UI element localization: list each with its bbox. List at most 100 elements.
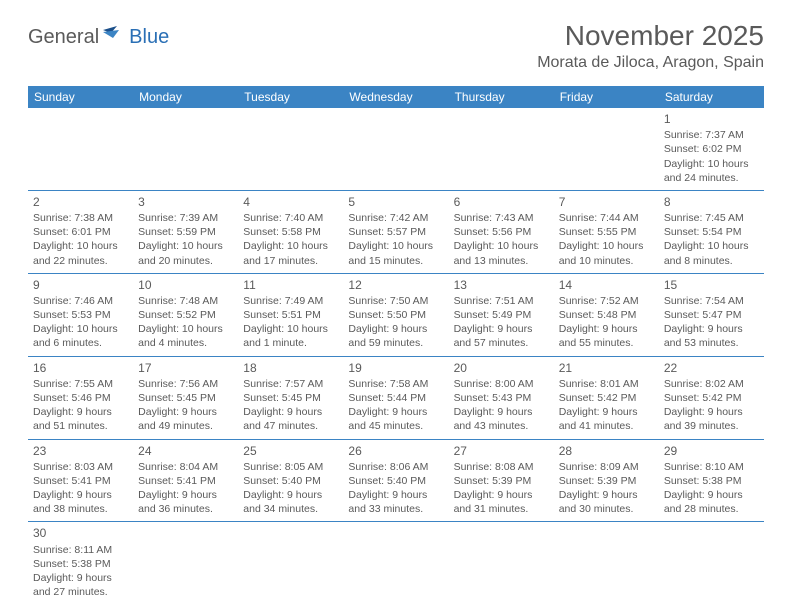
logo-text-blue: Blue	[129, 26, 169, 49]
calendar-empty-cell	[133, 108, 238, 190]
sunset-text: Sunset: 5:59 PM	[138, 225, 233, 239]
sunrise-text: Sunrise: 8:01 AM	[559, 377, 654, 391]
calendar-empty-cell	[238, 522, 343, 604]
calendar-day-cell: 30Sunrise: 8:11 AMSunset: 5:38 PMDayligh…	[28, 522, 133, 604]
day-number: 8	[664, 194, 759, 210]
day-number: 23	[33, 443, 128, 459]
daylight-text: Daylight: 9 hours and 30 minutes.	[559, 488, 654, 516]
sunrise-text: Sunrise: 8:02 AM	[664, 377, 759, 391]
calendar-day-cell: 14Sunrise: 7:52 AMSunset: 5:48 PMDayligh…	[554, 273, 659, 356]
sunset-text: Sunset: 5:38 PM	[664, 474, 759, 488]
sunset-text: Sunset: 5:50 PM	[348, 308, 443, 322]
calendar-day-cell: 3Sunrise: 7:39 AMSunset: 5:59 PMDaylight…	[133, 190, 238, 273]
daylight-text: Daylight: 10 hours and 6 minutes.	[33, 322, 128, 350]
sunset-text: Sunset: 5:45 PM	[243, 391, 338, 405]
calendar-day-cell: 2Sunrise: 7:38 AMSunset: 6:01 PMDaylight…	[28, 190, 133, 273]
day-number: 1	[664, 111, 759, 127]
calendar-week-row: 23Sunrise: 8:03 AMSunset: 5:41 PMDayligh…	[28, 439, 764, 522]
daylight-text: Daylight: 9 hours and 49 minutes.	[138, 405, 233, 433]
daylight-text: Daylight: 10 hours and 1 minute.	[243, 322, 338, 350]
day-number: 12	[348, 277, 443, 293]
day-number: 5	[348, 194, 443, 210]
sunset-text: Sunset: 5:39 PM	[559, 474, 654, 488]
day-number: 21	[559, 360, 654, 376]
sunrise-text: Sunrise: 7:46 AM	[33, 294, 128, 308]
sunset-text: Sunset: 5:58 PM	[243, 225, 338, 239]
sunset-text: Sunset: 5:48 PM	[559, 308, 654, 322]
daylight-text: Daylight: 9 hours and 59 minutes.	[348, 322, 443, 350]
sunrise-text: Sunrise: 7:54 AM	[664, 294, 759, 308]
calendar-day-cell: 5Sunrise: 7:42 AMSunset: 5:57 PMDaylight…	[343, 190, 448, 273]
sunset-text: Sunset: 6:02 PM	[664, 142, 759, 156]
day-number: 22	[664, 360, 759, 376]
sunset-text: Sunset: 5:41 PM	[33, 474, 128, 488]
sunset-text: Sunset: 5:40 PM	[348, 474, 443, 488]
sunset-text: Sunset: 5:52 PM	[138, 308, 233, 322]
daylight-text: Daylight: 10 hours and 17 minutes.	[243, 239, 338, 267]
title-block: November 2025 Morata de Jiloca, Aragon, …	[537, 20, 764, 72]
day-number: 19	[348, 360, 443, 376]
day-number: 16	[33, 360, 128, 376]
sunset-text: Sunset: 5:56 PM	[454, 225, 549, 239]
sunrise-text: Sunrise: 7:49 AM	[243, 294, 338, 308]
daylight-text: Daylight: 9 hours and 28 minutes.	[664, 488, 759, 516]
calendar-day-cell: 6Sunrise: 7:43 AMSunset: 5:56 PMDaylight…	[449, 190, 554, 273]
daylight-text: Daylight: 10 hours and 8 minutes.	[664, 239, 759, 267]
calendar-day-cell: 10Sunrise: 7:48 AMSunset: 5:52 PMDayligh…	[133, 273, 238, 356]
sunset-text: Sunset: 5:44 PM	[348, 391, 443, 405]
calendar-week-row: 1Sunrise: 7:37 AMSunset: 6:02 PMDaylight…	[28, 108, 764, 190]
day-number: 14	[559, 277, 654, 293]
day-number: 29	[664, 443, 759, 459]
calendar-day-cell: 8Sunrise: 7:45 AMSunset: 5:54 PMDaylight…	[659, 190, 764, 273]
calendar-day-cell: 1Sunrise: 7:37 AMSunset: 6:02 PMDaylight…	[659, 108, 764, 190]
day-number: 9	[33, 277, 128, 293]
daylight-text: Daylight: 9 hours and 36 minutes.	[138, 488, 233, 516]
sunset-text: Sunset: 5:45 PM	[138, 391, 233, 405]
page-header: General Blue November 2025 Morata de Jil…	[28, 20, 764, 72]
daylight-text: Daylight: 9 hours and 41 minutes.	[559, 405, 654, 433]
day-header: Wednesday	[343, 86, 448, 108]
sunset-text: Sunset: 5:53 PM	[33, 308, 128, 322]
day-number: 27	[454, 443, 549, 459]
daylight-text: Daylight: 9 hours and 39 minutes.	[664, 405, 759, 433]
sunrise-text: Sunrise: 8:09 AM	[559, 460, 654, 474]
sunrise-text: Sunrise: 7:43 AM	[454, 211, 549, 225]
calendar-day-cell: 16Sunrise: 7:55 AMSunset: 5:46 PMDayligh…	[28, 356, 133, 439]
day-number: 4	[243, 194, 338, 210]
daylight-text: Daylight: 10 hours and 13 minutes.	[454, 239, 549, 267]
sunrise-text: Sunrise: 7:40 AM	[243, 211, 338, 225]
day-number: 30	[33, 525, 128, 541]
sunset-text: Sunset: 5:38 PM	[33, 557, 128, 571]
sunset-text: Sunset: 5:54 PM	[664, 225, 759, 239]
calendar-day-cell: 15Sunrise: 7:54 AMSunset: 5:47 PMDayligh…	[659, 273, 764, 356]
day-number: 25	[243, 443, 338, 459]
sunrise-text: Sunrise: 7:55 AM	[33, 377, 128, 391]
day-number: 2	[33, 194, 128, 210]
sunset-text: Sunset: 5:55 PM	[559, 225, 654, 239]
sunrise-text: Sunrise: 7:42 AM	[348, 211, 443, 225]
day-number: 7	[559, 194, 654, 210]
calendar-empty-cell	[343, 522, 448, 604]
calendar-empty-cell	[449, 108, 554, 190]
day-number: 3	[138, 194, 233, 210]
calendar-day-cell: 7Sunrise: 7:44 AMSunset: 5:55 PMDaylight…	[554, 190, 659, 273]
calendar-day-cell: 28Sunrise: 8:09 AMSunset: 5:39 PMDayligh…	[554, 439, 659, 522]
calendar-empty-cell	[449, 522, 554, 604]
calendar-week-row: 2Sunrise: 7:38 AMSunset: 6:01 PMDaylight…	[28, 190, 764, 273]
calendar-week-row: 16Sunrise: 7:55 AMSunset: 5:46 PMDayligh…	[28, 356, 764, 439]
calendar-table: SundayMondayTuesdayWednesdayThursdayFrid…	[28, 86, 764, 604]
day-number: 26	[348, 443, 443, 459]
calendar-week-row: 9Sunrise: 7:46 AMSunset: 5:53 PMDaylight…	[28, 273, 764, 356]
day-number: 15	[664, 277, 759, 293]
logo-flag-icon	[103, 26, 125, 49]
calendar-empty-cell	[133, 522, 238, 604]
sunrise-text: Sunrise: 7:44 AM	[559, 211, 654, 225]
daylight-text: Daylight: 9 hours and 34 minutes.	[243, 488, 338, 516]
day-number: 17	[138, 360, 233, 376]
daylight-text: Daylight: 9 hours and 33 minutes.	[348, 488, 443, 516]
calendar-day-cell: 27Sunrise: 8:08 AMSunset: 5:39 PMDayligh…	[449, 439, 554, 522]
daylight-text: Daylight: 10 hours and 4 minutes.	[138, 322, 233, 350]
sunrise-text: Sunrise: 8:10 AM	[664, 460, 759, 474]
calendar-day-cell: 21Sunrise: 8:01 AMSunset: 5:42 PMDayligh…	[554, 356, 659, 439]
calendar-day-cell: 25Sunrise: 8:05 AMSunset: 5:40 PMDayligh…	[238, 439, 343, 522]
